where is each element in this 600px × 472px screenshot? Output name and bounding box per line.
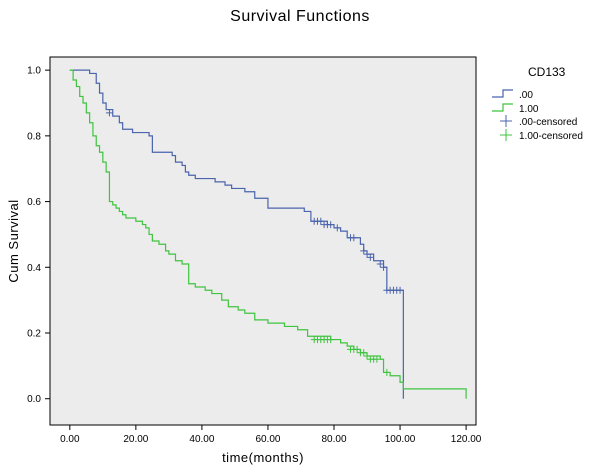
chart-title: Survival Functions xyxy=(230,8,370,25)
legend-plus-swatch xyxy=(500,129,512,141)
y-tick-label: 1.0 xyxy=(27,66,41,77)
series-line-1 xyxy=(69,69,467,399)
x-tick-label: 120.00 xyxy=(451,434,482,445)
censor-mark xyxy=(333,224,341,232)
x-axis: 0.00 20.00 40.00 60.00 80.00 100.00 120.00 xyxy=(60,425,482,445)
censor-mark xyxy=(380,263,388,271)
x-tick-label: 40.00 xyxy=(189,434,214,445)
series-layer xyxy=(69,69,467,399)
legend-label: 1.00 xyxy=(519,104,539,115)
legend-title: CD133 xyxy=(528,65,566,79)
censor-mark xyxy=(376,260,384,268)
censor-mark xyxy=(353,345,361,353)
censor-mark xyxy=(350,234,358,242)
legend: CD133 .00 1.00 .00-censored 1.00-censored xyxy=(492,65,583,142)
legend-line-swatch xyxy=(492,103,513,112)
x-tick-label: 80.00 xyxy=(321,434,346,445)
censor-mark xyxy=(317,217,325,225)
series-line-0 xyxy=(69,69,404,399)
censor-mark xyxy=(327,221,335,229)
x-axis-label: time(months) xyxy=(222,450,304,465)
y-tick-label: 0.6 xyxy=(27,197,41,208)
censor-mark xyxy=(373,355,381,363)
censor-mark xyxy=(363,250,371,258)
censor-mark xyxy=(360,247,368,255)
y-tick-label: 0.8 xyxy=(27,131,41,142)
legend-line-swatch xyxy=(492,89,513,98)
censor-mark xyxy=(383,368,391,376)
legend-label: 1.00-censored xyxy=(519,131,583,142)
censor-mark xyxy=(360,349,368,357)
legend-plus-swatch xyxy=(500,115,512,127)
y-axis-label: Cum Survival xyxy=(6,199,21,282)
legend-label: .00 xyxy=(519,90,533,101)
censor-mark xyxy=(396,286,404,294)
plot-area xyxy=(49,56,477,426)
y-tick-label: 0.2 xyxy=(27,329,41,340)
x-tick-label: 100.00 xyxy=(385,434,416,445)
x-tick-label: 20.00 xyxy=(123,434,148,445)
censor-mark xyxy=(366,253,374,261)
y-tick-label: 0.4 xyxy=(27,263,41,274)
y-tick-label: 0.0 xyxy=(27,394,41,405)
y-axis: 0.0 0.2 0.4 0.6 0.8 1.0 xyxy=(27,66,50,405)
x-tick-label: 0.00 xyxy=(60,434,80,445)
x-tick-label: 60.00 xyxy=(255,434,280,445)
censor-mark xyxy=(327,336,335,344)
legend-label: .00-censored xyxy=(519,117,577,128)
censor-mark xyxy=(105,109,113,117)
censor-mark xyxy=(363,352,371,360)
